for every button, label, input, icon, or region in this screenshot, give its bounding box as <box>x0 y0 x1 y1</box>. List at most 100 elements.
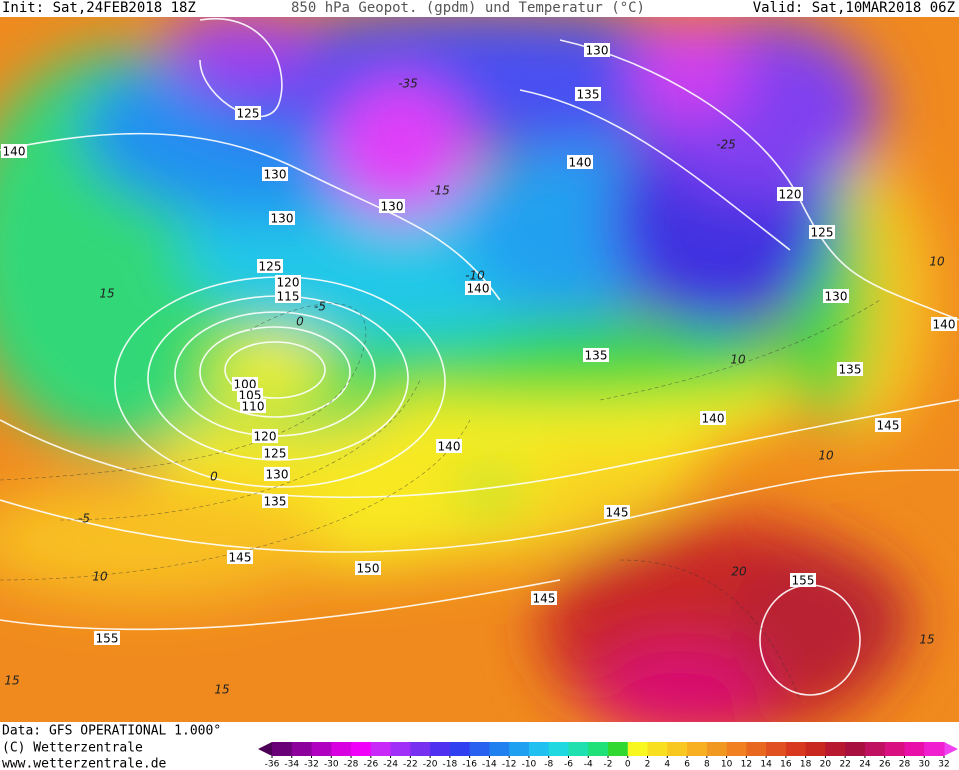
geopotential-label: 125 <box>259 260 282 274</box>
scale-tick-label: -30 <box>324 760 339 770</box>
geopotential-label: 130 <box>586 44 609 58</box>
geopotential-label: 120 <box>277 276 300 290</box>
scale-tick-label: -6 <box>564 760 573 770</box>
scale-tick-label: -12 <box>502 760 517 770</box>
geopotential-label: 115 <box>277 290 300 304</box>
contour-label-box <box>809 225 835 239</box>
scale-segment <box>410 742 431 756</box>
scale-segment <box>291 742 313 756</box>
scale-tick-label: -2 <box>604 760 613 770</box>
scale-segment <box>845 742 866 756</box>
scale-segment <box>509 742 530 756</box>
temperature-label: -25 <box>716 138 736 152</box>
scale-segment <box>904 742 925 756</box>
scale-tick-label: -20 <box>423 760 438 770</box>
temperature-label: 10 <box>730 353 746 367</box>
contour-label-box <box>583 348 609 362</box>
temperature-label: 10 <box>929 255 945 269</box>
contour-label-box <box>823 289 849 303</box>
contour-label-box <box>575 87 601 101</box>
data-source: Data: GFS OPERATIONAL 1.000° <box>2 724 221 739</box>
scale-tick-label: -16 <box>462 760 477 770</box>
scale-segment <box>449 742 471 756</box>
contour-label-box <box>777 187 803 201</box>
map-title: 850 hPa Geopot. (gpdm) und Temperatur (°… <box>291 0 645 16</box>
scale-segment <box>687 742 708 756</box>
scale-segment <box>528 742 550 756</box>
contour-label-box <box>931 317 957 331</box>
copyright: (C) Wetterzentrale <box>2 741 143 756</box>
geopotential-label: 130 <box>271 212 294 226</box>
scale-segment <box>489 742 510 756</box>
scale-arrow-high <box>944 742 958 756</box>
scale-tick-label: -24 <box>383 760 398 770</box>
contour-label-box <box>379 199 405 213</box>
geopotential-label: 145 <box>877 419 900 433</box>
scale-segment <box>430 742 451 756</box>
contour-label-box <box>262 167 288 181</box>
contour-label-box <box>94 631 120 645</box>
scale-segment <box>608 742 629 756</box>
scale-segment <box>924 742 945 756</box>
contour-label-box <box>604 505 630 519</box>
contour-label-box <box>275 275 301 289</box>
scale-tick-label: -18 <box>443 760 458 770</box>
temperature-label: -5 <box>78 512 90 526</box>
geopotential-label: 120 <box>779 188 802 202</box>
geopotential-label: 140 <box>467 282 490 296</box>
temperature-label: 0 <box>210 470 218 484</box>
contour-label-box <box>257 259 283 273</box>
geopotential-label: 130 <box>381 200 404 214</box>
scale-tick-label: -28 <box>344 760 359 770</box>
contour-label-box <box>700 411 726 425</box>
scale-tick-label: -14 <box>482 760 497 770</box>
scale-segment <box>766 742 787 756</box>
geopotential-label: 140 <box>438 440 461 454</box>
geopotential-label: 135 <box>585 349 608 363</box>
scale-tick-label: 12 <box>741 760 752 770</box>
scale-segment <box>825 742 846 756</box>
temperature-label: 15 <box>919 633 934 647</box>
temperature-label: 15 <box>214 683 229 697</box>
map-field: 1251301401301251201151001051101201251301… <box>0 17 959 722</box>
geopotential-label: 155 <box>792 574 815 588</box>
contour-label-box <box>584 43 610 57</box>
valid-time: Valid: Sat,10MAR2018 06Z <box>753 0 955 16</box>
contour-label-box <box>567 155 593 169</box>
scale-segment <box>311 742 332 756</box>
contour-label-box <box>232 377 258 391</box>
scale-tick-label: -10 <box>522 760 537 770</box>
contour-label-box <box>465 281 491 295</box>
geopotential-label: 140 <box>702 412 725 426</box>
scale-tick-label: 10 <box>721 760 733 770</box>
geopotential-label: 145 <box>606 506 629 520</box>
temperature-label: -5 <box>314 300 326 314</box>
contour-label-box <box>436 439 462 453</box>
scale-tick-label: 6 <box>684 760 690 770</box>
scale-tick-label: 16 <box>780 760 792 770</box>
contour-label-box <box>237 388 263 402</box>
scale-segment <box>667 742 688 756</box>
scale-tick-label: 18 <box>800 760 812 770</box>
init-time: Init: Sat,24FEB2018 18Z <box>2 0 196 16</box>
geopotential-label: 140 <box>3 145 26 159</box>
scale-segment <box>272 742 293 756</box>
temperature-label: 0 <box>296 315 304 329</box>
scale-tick-label: 4 <box>664 760 670 770</box>
color-scale: -36 -34 -32 -30 -28 -26 -24 -22 -20 -18 -16 -14 -12-… <box>258 742 958 770</box>
contour-label-box <box>1 144 27 158</box>
temperature-label: 10 <box>818 449 834 463</box>
scale-tick-label: 8 <box>704 760 710 770</box>
contour-label-box <box>275 289 301 303</box>
geopotential-label: 125 <box>264 447 287 461</box>
geopotential-label: 130 <box>264 168 287 182</box>
scale-tick-label: -22 <box>403 760 418 770</box>
scale-segment <box>785 742 807 756</box>
contour-label-box <box>269 211 295 225</box>
scale-tick-label: 2 <box>645 760 651 770</box>
geopotential-label: 135 <box>264 495 287 509</box>
geopotential-label: 135 <box>577 88 600 102</box>
scale-segment <box>647 742 668 756</box>
scale-tick-label: -26 <box>363 760 378 770</box>
geopotential-label: 130 <box>825 290 848 304</box>
